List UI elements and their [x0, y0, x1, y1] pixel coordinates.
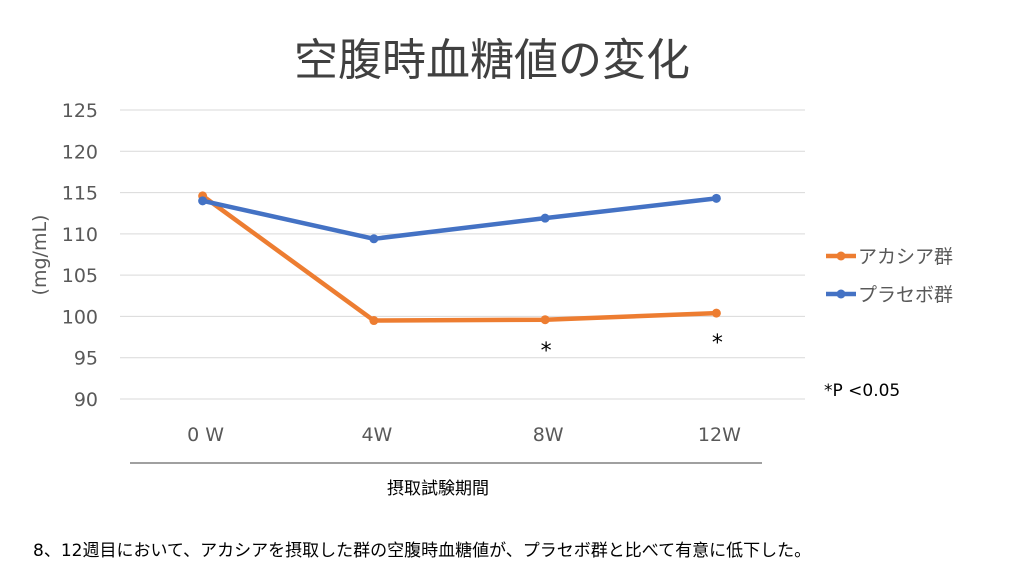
- x-tick-label: 0 W: [187, 424, 224, 446]
- data-point: [369, 316, 379, 326]
- data-point: [711, 193, 721, 203]
- y-tick-label: 100: [62, 306, 98, 328]
- series-line-placebo: [202, 196, 717, 242]
- y-tick-label: 110: [62, 224, 98, 246]
- y-tick-label: 120: [62, 141, 98, 163]
- data-point: [540, 213, 550, 223]
- x-tick-label: 4W: [361, 424, 392, 446]
- significance-annotation: *P <0.05: [824, 381, 900, 401]
- y-tick-label: 125: [62, 100, 98, 122]
- data-point: [540, 315, 550, 325]
- legend-marker: [836, 289, 846, 299]
- significance-marker: *: [712, 331, 723, 356]
- y-tick-label: 95: [74, 348, 98, 370]
- series-line-acacia: [201, 194, 717, 323]
- chart-title: 空腹時血糖値の変化: [294, 35, 690, 86]
- y-tick-label: 115: [62, 183, 98, 205]
- caption: 8、12週目において、アカシアを摂取した群の空腹時血糖値が、プラセボ群と比べて有…: [33, 541, 811, 561]
- significance-marker: *: [541, 339, 552, 364]
- data-point: [198, 196, 208, 206]
- y-tick-label: 105: [62, 265, 98, 287]
- x-axis-label: 摂取試験期間: [387, 479, 489, 499]
- y-tick-label: 90: [74, 389, 98, 411]
- data-point: [369, 234, 379, 244]
- x-tick-label: 12W: [698, 424, 741, 446]
- legend-marker: [836, 251, 846, 261]
- x-tick-label: 8W: [533, 424, 564, 446]
- y-axis-label: (mg/mL): [29, 215, 51, 296]
- legend-label: アカシア群: [858, 246, 953, 268]
- legend-label: プラセボ群: [858, 284, 953, 306]
- data-point: [711, 308, 721, 318]
